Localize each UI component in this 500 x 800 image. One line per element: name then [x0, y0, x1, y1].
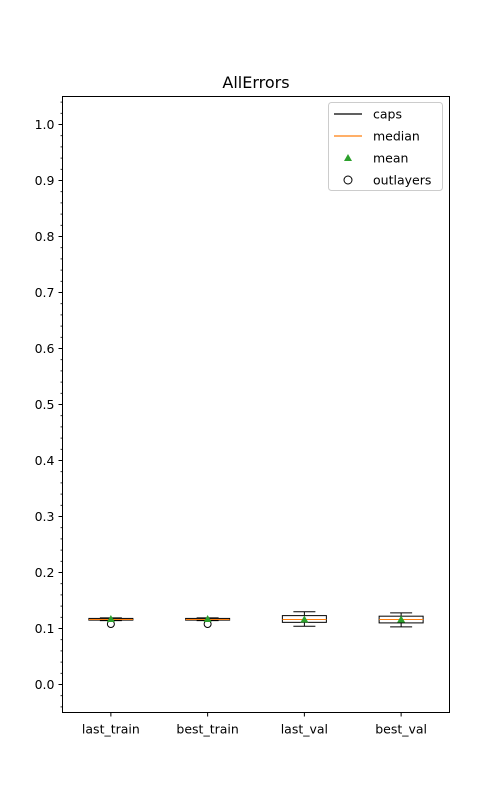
mean-marker [397, 615, 406, 623]
legend-circle-swatch [343, 175, 353, 185]
legend-entry-mean: mean [344, 151, 408, 166]
x-tick-label: last_val [281, 722, 328, 737]
mean-marker [203, 614, 212, 622]
mean-marker [300, 615, 309, 623]
box-plots [88, 611, 424, 629]
legend-label: caps [373, 107, 402, 122]
legend-entry-median: median [334, 129, 420, 144]
legend-frame [328, 102, 443, 191]
y-tick-label: 0.3 [35, 509, 55, 524]
y-tick-label: 0.2 [35, 565, 55, 580]
legend-label: mean [373, 151, 408, 166]
x-axis: last_train best_train last_val best_val [82, 712, 427, 737]
legend-label: median [373, 129, 420, 144]
y-tick-label: 0.1 [35, 621, 55, 636]
x-tick-label: best_val [375, 722, 427, 737]
y-tick-label: 1.0 [35, 117, 55, 132]
y-tick-label: 0.8 [35, 229, 55, 244]
chart-title: AllErrors [222, 73, 289, 92]
x-tick-label: last_train [82, 722, 140, 737]
legend-label: outlayers [373, 173, 431, 188]
legend-entry-outlayers: outlayers [343, 173, 431, 188]
y-tick-label: 0.6 [35, 341, 55, 356]
legend-triangle-swatch [344, 154, 352, 161]
legend-entry-caps: caps [334, 107, 402, 122]
y-tick-label: 0.4 [35, 453, 55, 468]
box-plot-last_val [281, 611, 327, 627]
y-tick-label: 0.0 [35, 677, 55, 692]
y-tick-label: 0.9 [35, 173, 55, 188]
box-plot-best_val [378, 612, 424, 628]
plot-frame [62, 96, 450, 713]
x-tick-label: best_train [176, 722, 238, 737]
box-plot-best_train [185, 614, 231, 629]
legend: caps median mean outlayers [328, 102, 443, 191]
box-plot-last_train [88, 614, 134, 629]
y-tick-label: 0.7 [35, 285, 55, 300]
y-axis: 0.0 0.1 0.2 0.3 0.4 0.5 0.6 0.7 0.8 0.9 1.0 [35, 101, 63, 708]
y-tick-label: 0.5 [35, 397, 55, 412]
mean-marker [106, 614, 115, 622]
